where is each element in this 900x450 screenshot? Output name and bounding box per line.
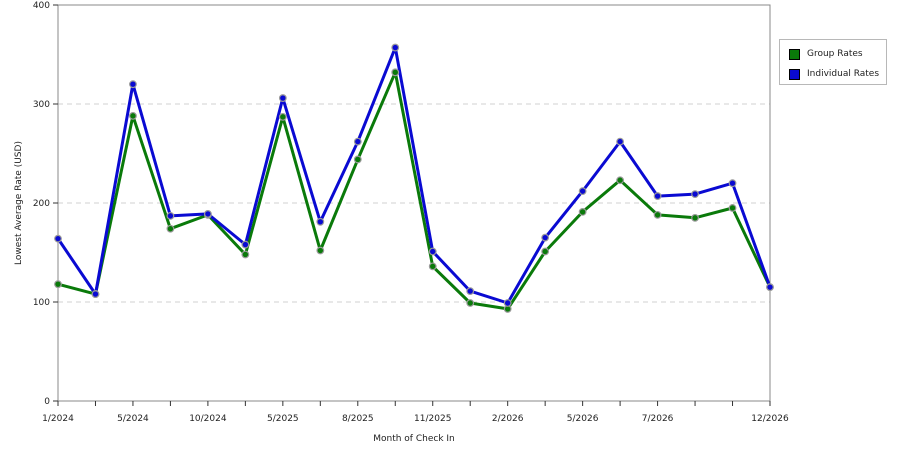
legend-label-individual: Individual Rates — [807, 69, 880, 79]
data-point — [503, 299, 512, 307]
data-point — [391, 43, 400, 52]
x-tick-label: 8/2025 — [342, 414, 374, 424]
y-tick-label: 400 — [33, 1, 50, 11]
series-line-1 — [56, 46, 772, 305]
data-point — [166, 224, 175, 233]
legend-item-group: Group Rates — [789, 47, 863, 61]
legend-swatch-group — [789, 48, 800, 60]
series-line-0 — [56, 70, 772, 311]
x-tick-label: 7/2026 — [642, 414, 674, 424]
data-point — [241, 250, 250, 259]
x-tick-label: 5/2024 — [117, 414, 149, 424]
data-point — [428, 247, 437, 256]
legend: Group Rates Individual Rates — [779, 39, 887, 85]
data-point — [541, 233, 550, 242]
data-point — [316, 217, 325, 226]
data-point — [129, 111, 137, 120]
data-point — [203, 209, 212, 218]
y-tick-label: 0 — [44, 397, 50, 407]
y-tick-label: 100 — [33, 298, 50, 308]
legend-swatch-individual — [789, 68, 800, 80]
data-point — [54, 234, 62, 243]
data-point — [278, 94, 287, 102]
grid-lines — [58, 103, 770, 303]
data-point — [466, 287, 475, 296]
data-point — [353, 137, 362, 146]
data-point — [129, 80, 137, 89]
series-layer — [54, 43, 774, 313]
data-point — [728, 179, 737, 188]
data-point — [653, 210, 662, 219]
data-point — [578, 208, 587, 216]
data-point — [428, 262, 437, 271]
data-point — [616, 137, 625, 146]
data-point — [316, 246, 325, 255]
x-axis: 1/2024 5/2024 10/2024 5/2025 8/2025 11/2025 2/… — [42, 401, 789, 424]
y-axis: 0 100 200 300 400 — [33, 1, 58, 407]
x-axis-title: Month of Check In — [373, 434, 455, 444]
data-point — [91, 290, 100, 298]
data-point — [728, 204, 737, 212]
y-tick-label: 200 — [33, 199, 50, 209]
legend-label-group: Group Rates — [807, 49, 863, 59]
x-tick-label: 12/2026 — [751, 414, 789, 424]
x-tick-label: 2/2026 — [492, 414, 524, 424]
data-point — [278, 112, 287, 121]
data-point — [54, 280, 62, 289]
data-point — [353, 155, 362, 164]
data-point — [616, 176, 625, 185]
x-tick-label: 5/2026 — [567, 414, 599, 424]
x-tick-label: 11/2025 — [414, 414, 451, 424]
data-point — [391, 68, 400, 77]
data-point — [691, 190, 699, 198]
data-point — [166, 211, 175, 220]
data-point — [466, 299, 475, 307]
x-tick-label: 1/2024 — [42, 414, 74, 424]
data-point — [578, 187, 587, 196]
x-tick-label: 5/2025 — [267, 414, 299, 424]
data-point — [653, 192, 662, 200]
y-tick-label: 300 — [33, 100, 50, 110]
legend-item-individual: Individual Rates — [789, 67, 879, 81]
x-tick-label: 10/2024 — [189, 414, 227, 424]
data-point — [691, 213, 699, 222]
y-axis-title: Lowest Average Rate (USD) — [14, 141, 24, 265]
data-point — [541, 247, 550, 256]
data-point — [241, 240, 250, 249]
data-point — [766, 283, 774, 292]
